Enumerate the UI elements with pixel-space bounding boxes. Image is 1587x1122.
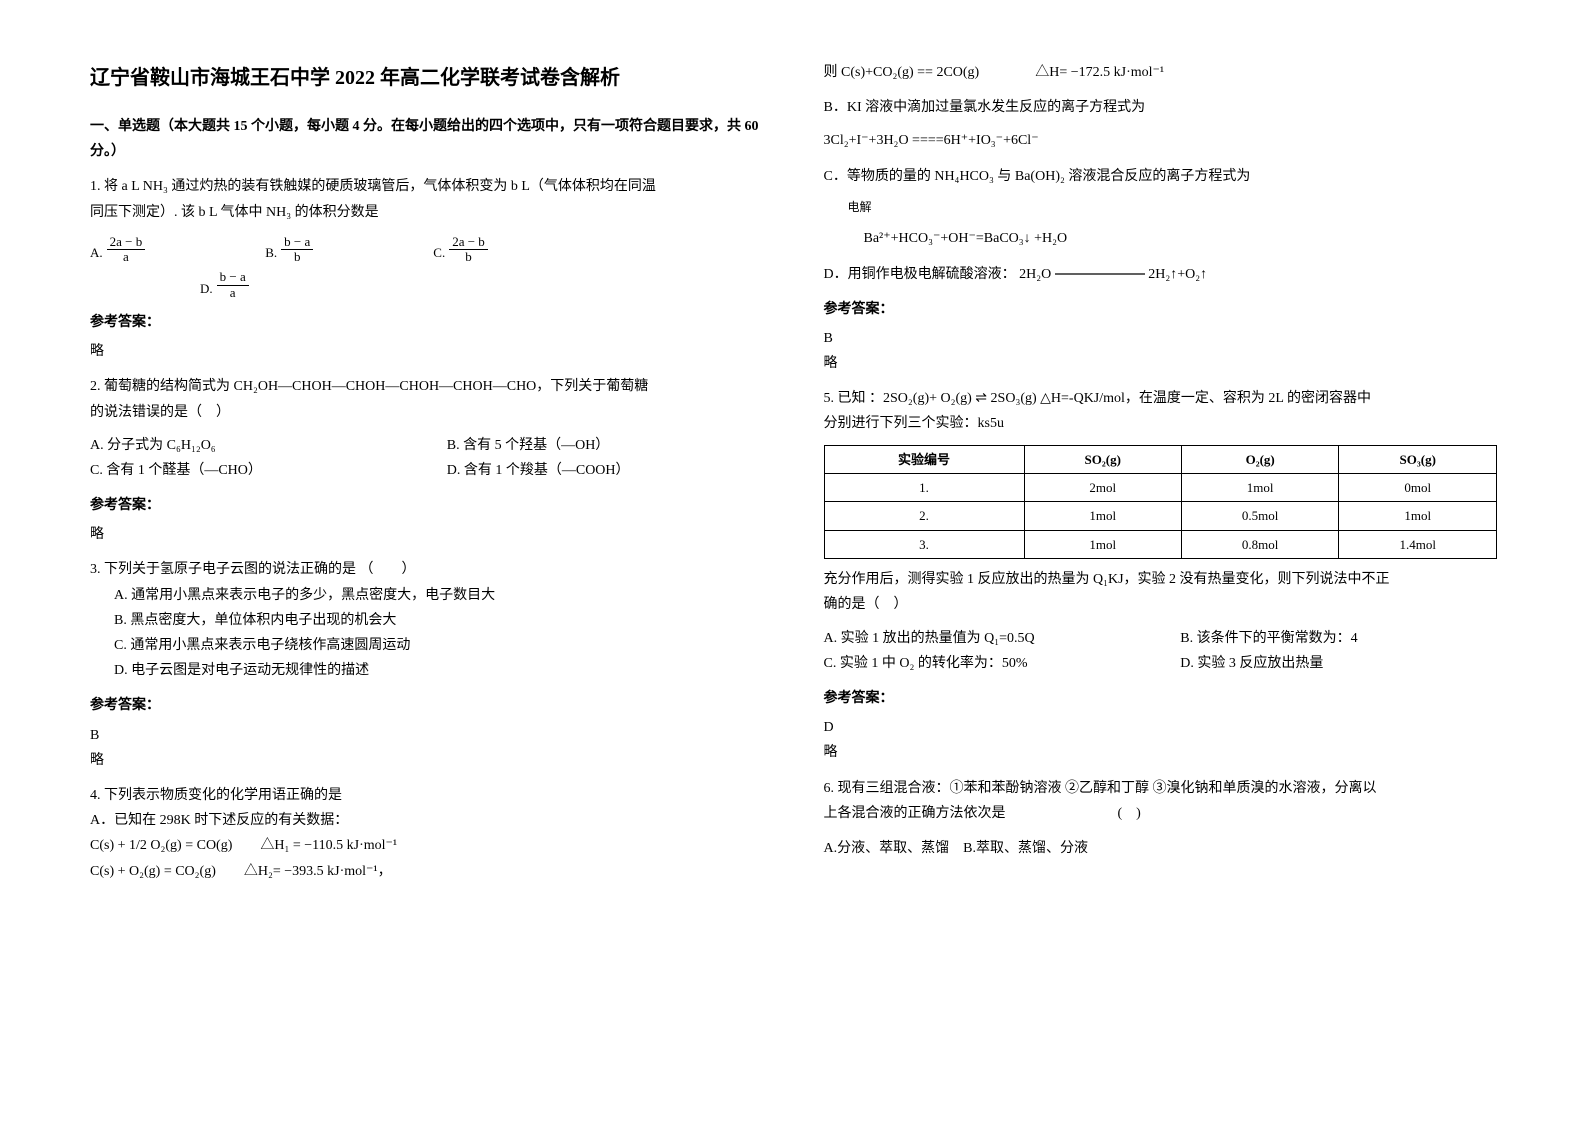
q1-opt-a-frac: 2a − b a [107, 235, 146, 265]
table-row: 2.1mol0.5mol1mol [824, 502, 1497, 530]
q3-stem: 3. 下列关于氢原子电子云图的说法正确的是 （ ） [90, 557, 764, 582]
q6-stem-line1: 6. 现有三组混合液：①苯和苯酚钠溶液 ②乙醇和丁醇 ③溴化钠和单质溴的水溶液，… [824, 776, 1498, 801]
q5-opt-c: C. 实验 1 中 O₂ 的转化率为：50% [824, 651, 1141, 676]
q4-a-line1: A．已知在 298K 时下述反应的有关数据： [90, 808, 764, 833]
q1-answer: 略 [90, 339, 764, 364]
q1-opt-c-frac: 2a − b b [449, 235, 488, 265]
q5-stem-line2: 分别进行下列三个实验：ks5u [824, 411, 1498, 436]
table-row: 3.1mol0.8mol1.4mol [824, 530, 1497, 558]
q3-opt-c: C. 通常用小黑点来表示电子绕核作高速圆周运动 [114, 633, 764, 658]
q4-b-line2: 3Cl₂+I⁻+3H₂O ====6H⁺+IO₃⁻+6Cl⁻ [824, 128, 1498, 153]
q4-answer-letter: B [824, 326, 1498, 351]
q5-answer-label: 参考答案： [824, 686, 1498, 711]
q4-answer-lue: 略 [824, 351, 1498, 376]
q1-answer-label: 参考答案： [90, 310, 764, 335]
q1-opt-d-frac: b − a a [217, 270, 249, 300]
reaction-arrow-icon [1055, 270, 1145, 278]
q4-stem: 4. 下列表示物质变化的化学用语正确的是 [90, 783, 764, 808]
q1-stem-line1: 1. 将 a L NH₃ 通过灼热的装有铁触媒的硬质玻璃管后，气体体积变为 b … [90, 174, 764, 199]
q6-stem-line2: 上各混合液的正确方法依次是 ( ) [824, 801, 1498, 826]
q4-answer-label: 参考答案： [824, 297, 1498, 322]
q4-c-line1: C．等物质的量的 NH₄HCO₃ 与 Ba(OH)₂ 溶液混合反应的离子方程式为 [824, 164, 1498, 189]
q5-table: 实验编号 SO₂(g) O₂(g) SO₃(g) 1.2mol1mol0mol … [824, 445, 1498, 560]
q1-opt-a-label: A. [90, 241, 103, 264]
q5-answer-lue: 略 [824, 740, 1498, 765]
q1-opt-b-label: B. [265, 241, 277, 264]
q5-opt-d: D. 实验 3 反应放出热量 [1180, 651, 1497, 676]
q3-opt-a: A. 通常用小黑点来表示电子的多少，黑点密度大，电子数目大 [114, 583, 764, 608]
q4-c-label: 电解 [848, 197, 1498, 219]
q1-opt-d-label: D. [200, 277, 213, 300]
q2-stem-line2: 的说法错误的是（ ） [90, 400, 764, 425]
q2-answer-label: 参考答案： [90, 493, 764, 518]
q4-b-line1: B．KI 溶液中滴加过量氯水发生反应的离子方程式为 [824, 95, 1498, 120]
q1-opt-c-label: C. [433, 241, 445, 264]
q2-answer: 略 [90, 522, 764, 547]
q5-answer-letter: D [824, 715, 1498, 740]
table-row: 1.2mol1mol0mol [824, 474, 1497, 502]
q3-opt-b: B. 黑点密度大，单位体积内电子出现的机会大 [114, 608, 764, 633]
q2-opt-a: A. 分子式为 C₆H₁₂O₆ [90, 433, 407, 458]
q2-opt-d: D. 含有 1 个羧基（—COOH） [447, 458, 764, 483]
q5-opt-b: B. 该条件下的平衡常数为：4 [1180, 626, 1497, 651]
section-1-heading: 一、单选题（本大题共 15 个小题，每小题 4 分。在每小题给出的四个选项中，只… [90, 114, 764, 164]
q6-opts: A.分液、萃取、蒸馏 B.萃取、蒸馏、分液 [824, 836, 1498, 861]
q4-d-line: D．用铜作电极电解硫酸溶液： 2H₂O 2H₂↑+O₂↑ [824, 262, 1498, 287]
q2-stem-line1: 2. 葡萄糖的结构简式为 CH₂OH—CHOH—CHOH—CHOH—CHOH—C… [90, 374, 764, 399]
q3-answer-label: 参考答案： [90, 693, 764, 718]
q4-c-line2: Ba²⁺+HCO₃⁻+OH⁻=BaCO₃↓ +H₂O [864, 226, 1498, 251]
q3-opt-d: D. 电子云图是对电子运动无规律性的描述 [114, 658, 764, 683]
q5-post-line2: 确的是（ ） [824, 592, 1498, 617]
q1-opt-b-frac: b − a b [281, 235, 313, 265]
q3-answer-lue: 略 [90, 748, 764, 773]
q4-a-line3: C(s) + O₂(g) = CO₂(g) △H₂= −393.5 kJ·mol… [90, 859, 764, 884]
q4-a-line4: 则 C(s)+CO₂(g) == 2CO(g) △H= −172.5 kJ·mo… [824, 60, 1498, 85]
page-title: 辽宁省鞍山市海城王石中学 2022 年高二化学联考试卷含解析 [90, 60, 764, 96]
q5-post-line1: 充分作用后，测得实验 1 反应放出的热量为 Q₁KJ，实验 2 没有热量变化，则… [824, 567, 1498, 592]
q5-stem-line1: 5. 已知 ：2SO₂(g)+ O₂(g) ⇌ 2SO₃(g) △H=-QKJ/… [824, 386, 1498, 411]
q2-opt-b: B. 含有 5 个羟基（—OH） [447, 433, 764, 458]
q2-opt-c: C. 含有 1 个醛基（—CHO） [90, 458, 407, 483]
q1-stem-line2: 同压下测定）. 该 b L 气体中 NH₃ 的体积分数是 [90, 200, 764, 225]
q5-opt-a: A. 实验 1 放出的热量值为 Q₁=0.5Q [824, 626, 1141, 651]
q4-a-line2: C(s) + 1/2 O₂(g) = CO(g) △H₁ = −110.5 kJ… [90, 833, 764, 858]
q3-answer-letter: B [90, 723, 764, 748]
table-row: 实验编号 SO₂(g) O₂(g) SO₃(g) [824, 445, 1497, 473]
